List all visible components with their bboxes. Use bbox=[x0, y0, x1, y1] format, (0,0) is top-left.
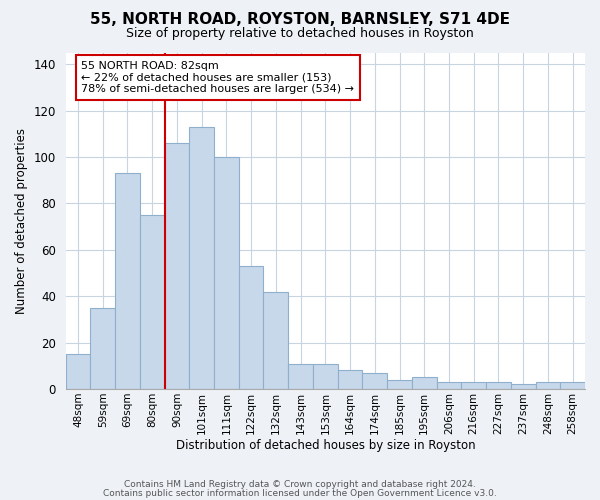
Bar bbox=[190, 127, 214, 389]
Bar bbox=[164, 143, 190, 389]
Bar bbox=[65, 354, 91, 389]
Bar bbox=[214, 157, 239, 389]
Bar bbox=[536, 382, 560, 389]
Bar bbox=[239, 266, 263, 389]
Bar bbox=[91, 308, 115, 389]
Bar bbox=[362, 373, 387, 389]
Bar bbox=[486, 382, 511, 389]
Text: Size of property relative to detached houses in Royston: Size of property relative to detached ho… bbox=[126, 28, 474, 40]
Text: 55 NORTH ROAD: 82sqm
← 22% of detached houses are smaller (153)
78% of semi-deta: 55 NORTH ROAD: 82sqm ← 22% of detached h… bbox=[81, 61, 354, 94]
Text: Contains public sector information licensed under the Open Government Licence v3: Contains public sector information licen… bbox=[103, 488, 497, 498]
X-axis label: Distribution of detached houses by size in Royston: Distribution of detached houses by size … bbox=[176, 440, 475, 452]
Bar bbox=[511, 384, 536, 389]
Bar bbox=[115, 173, 140, 389]
Bar bbox=[437, 382, 461, 389]
Y-axis label: Number of detached properties: Number of detached properties bbox=[15, 128, 28, 314]
Bar bbox=[560, 382, 585, 389]
Bar bbox=[387, 380, 412, 389]
Text: Contains HM Land Registry data © Crown copyright and database right 2024.: Contains HM Land Registry data © Crown c… bbox=[124, 480, 476, 489]
Bar bbox=[313, 364, 338, 389]
Bar bbox=[338, 370, 362, 389]
Bar bbox=[461, 382, 486, 389]
Bar bbox=[263, 292, 288, 389]
Bar bbox=[412, 378, 437, 389]
Bar bbox=[140, 215, 164, 389]
Bar bbox=[288, 364, 313, 389]
Text: 55, NORTH ROAD, ROYSTON, BARNSLEY, S71 4DE: 55, NORTH ROAD, ROYSTON, BARNSLEY, S71 4… bbox=[90, 12, 510, 28]
